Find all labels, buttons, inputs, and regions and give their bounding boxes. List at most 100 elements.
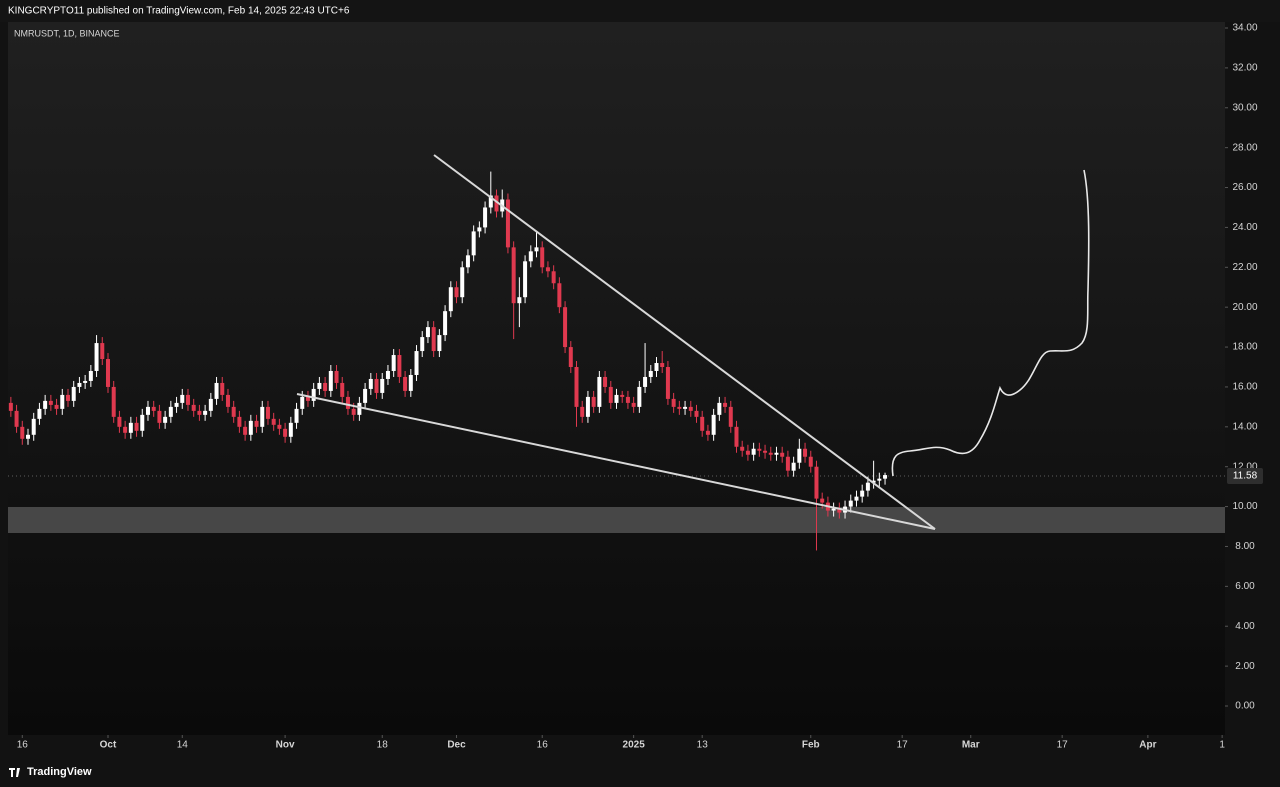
lower-trendline — [296, 393, 936, 530]
symbol-label: NMRUSDT, 1D, BINANCE — [14, 28, 120, 38]
candle-body — [603, 376, 608, 387]
candle-body — [37, 408, 42, 419]
candle-body — [637, 386, 642, 407]
candle-body — [877, 478, 882, 481]
candle-body — [140, 414, 145, 431]
candle-body — [71, 386, 76, 401]
candle-body — [208, 398, 213, 411]
x-tick-label: Apr — [1139, 740, 1156, 751]
candle-body — [134, 422, 139, 431]
x-tick-label: 1 — [1219, 740, 1225, 751]
last-price-label: 11.58 — [1233, 471, 1258, 482]
candle-body — [545, 267, 550, 272]
candle-body — [8, 402, 13, 411]
candle-body — [14, 410, 19, 427]
candle-body — [117, 416, 122, 427]
candle-body — [734, 426, 739, 447]
candle-body — [300, 396, 305, 409]
candle-body — [625, 396, 630, 403]
candle-body — [608, 386, 613, 403]
candle-body — [283, 428, 288, 437]
candle-body — [814, 466, 819, 499]
candle-body — [408, 374, 413, 391]
support-zone — [8, 507, 1225, 533]
candle-body — [191, 404, 196, 411]
y-tick-label: 20.00 — [1232, 302, 1257, 313]
candle-body — [328, 370, 333, 391]
candle-body — [220, 382, 225, 395]
candle-body — [831, 508, 836, 511]
candle-body — [168, 406, 173, 417]
candle-body — [677, 406, 682, 409]
candle-body — [448, 287, 453, 312]
candle-body — [403, 376, 408, 391]
candle-body — [803, 448, 808, 457]
candle-body — [231, 406, 236, 417]
candle-body — [837, 508, 842, 513]
candle-body — [225, 394, 230, 407]
candle-body — [751, 448, 756, 455]
candle-body — [551, 271, 556, 284]
x-tick-label: Nov — [276, 740, 295, 751]
publisher-line: KINGCRYPTO11 published on TradingView.co… — [8, 6, 350, 17]
candle-body — [528, 251, 533, 262]
candle-body — [648, 370, 653, 377]
y-tick-label: 18.00 — [1232, 342, 1257, 353]
candle-body — [88, 370, 93, 381]
plot-area — [8, 22, 1225, 735]
x-tick-label: 2025 — [623, 740, 646, 751]
candle-body — [505, 199, 510, 248]
candle-body — [305, 396, 310, 401]
x-tick-label: Mar — [962, 740, 980, 751]
candle-body — [700, 416, 705, 431]
candle-body — [694, 410, 699, 417]
candle-body — [471, 231, 476, 256]
candle-body — [123, 426, 128, 433]
candle-body — [157, 410, 162, 423]
candle-body — [460, 267, 465, 298]
candle-body — [351, 408, 356, 415]
candle-body — [563, 307, 568, 348]
candle-body — [374, 378, 379, 393]
y-tick-label: 28.00 — [1232, 142, 1257, 153]
candle-body — [511, 247, 516, 304]
y-tick-label: 16.00 — [1232, 382, 1257, 393]
candle-body — [745, 450, 750, 455]
candle-body — [494, 195, 499, 212]
candle-body — [797, 448, 802, 463]
candle-body — [254, 420, 259, 427]
candle-body — [363, 388, 368, 403]
candle-body — [540, 247, 545, 268]
candle-body — [111, 386, 116, 417]
candle-body — [757, 448, 762, 451]
y-tick-label: 14.00 — [1232, 421, 1257, 432]
candle-body — [380, 378, 385, 393]
x-tick-label: 17 — [1057, 740, 1069, 751]
candle-body — [163, 416, 168, 423]
candle-body — [654, 363, 659, 371]
candle-body — [671, 398, 676, 407]
candle-body — [620, 394, 625, 397]
y-tick-label: 26.00 — [1232, 182, 1257, 193]
candle-body — [557, 283, 562, 308]
candle-body — [243, 426, 248, 435]
x-tick-label: 14 — [177, 740, 189, 751]
candle-body — [65, 394, 70, 401]
candle-body — [477, 227, 482, 232]
candle-body — [174, 402, 179, 407]
candle-body — [391, 355, 396, 371]
candle-body — [740, 446, 745, 451]
y-tick-label: 8.00 — [1235, 541, 1255, 552]
candle-body — [711, 414, 716, 435]
candle-body — [94, 343, 99, 371]
candle-body — [517, 297, 522, 304]
brand-logo — [9, 768, 20, 777]
candle-body — [688, 406, 693, 411]
candle-body — [357, 402, 362, 415]
candle-body — [660, 363, 665, 367]
axes: 0.00 2.00 4.00 6.00 8.00 10.00 12.00 14.00 16.00… — [17, 23, 1258, 751]
candle-body — [780, 452, 785, 457]
candle-body — [631, 402, 636, 407]
candle-body — [483, 207, 488, 228]
